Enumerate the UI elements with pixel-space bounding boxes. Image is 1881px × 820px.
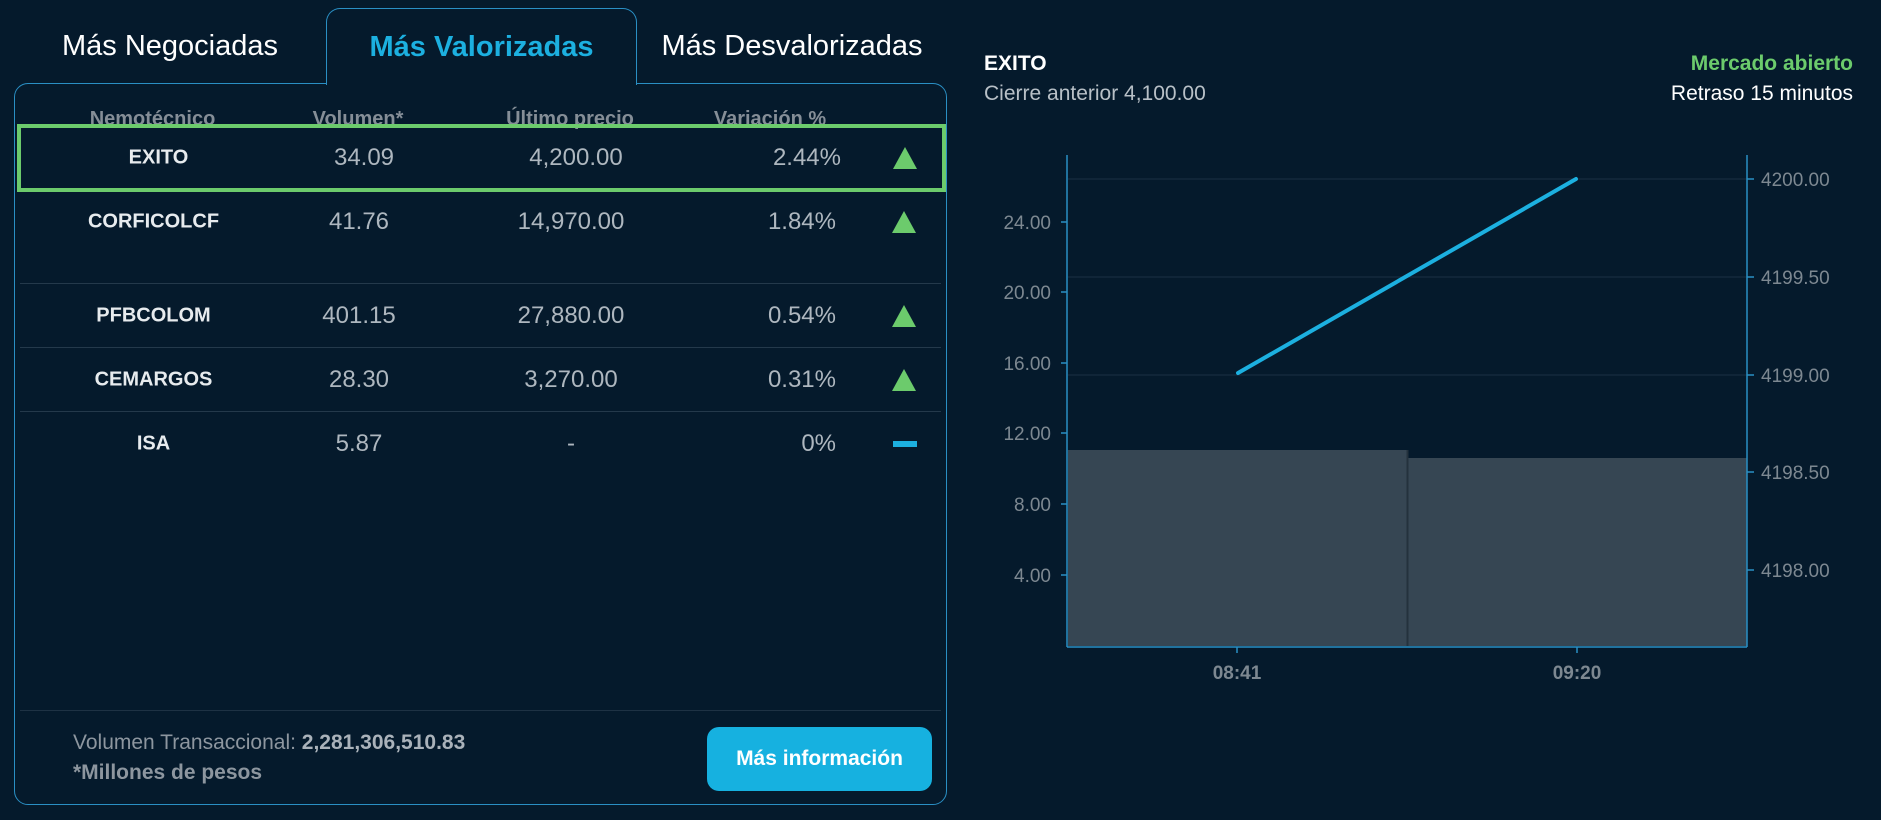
price-cell: - <box>567 430 575 457</box>
arrow-up-icon <box>892 211 916 233</box>
right-tick-4199-50: 4199.50 <box>1761 268 1830 289</box>
price-cell: 27,880.00 <box>517 302 625 329</box>
volume-cell: 34.09 <box>333 144 395 171</box>
right-tick-4200: 4200.00 <box>1761 170 1830 191</box>
row-divider <box>20 411 941 412</box>
left-axis: 24.00 20.00 16.00 12.00 8.00 4.00 <box>1003 155 1068 647</box>
left-tick-24: 24.00 <box>1003 213 1051 234</box>
tab-mas-negociadas[interactable]: Más Negociadas <box>62 29 278 62</box>
no-change-dash-icon <box>893 441 917 447</box>
symbol-cell: CEMARGOS <box>94 368 213 391</box>
symbol-cell: PFBCOLOM <box>96 304 211 327</box>
right-axis: 4200.00 4199.50 4199.00 4198.50 4198.00 <box>1746 155 1830 647</box>
variation-cell: 0.31% <box>767 366 836 393</box>
more-info-button[interactable]: Más información <box>707 727 932 791</box>
active-tab-connector <box>327 82 636 86</box>
arrow-up-icon <box>892 305 916 327</box>
left-tick-8: 8.00 <box>1014 495 1051 516</box>
tab-bar: Más Negociadas Más Valorizadas Más Desva… <box>0 0 960 85</box>
table-row[interactable]: CORFICOLCF 41.76 14,970.00 1.84% <box>16 190 945 254</box>
x-tick-0920: 09:20 <box>1553 663 1602 684</box>
units-note: *Millones de pesos <box>73 761 263 784</box>
right-tick-4198-50: 4198.50 <box>1761 463 1830 484</box>
left-tick-4: 4.00 <box>1014 566 1051 587</box>
left-tick-16: 16.00 <box>1003 354 1051 375</box>
transaction-volume: Volumen Transaccional: 2,281,306,510.83 <box>73 731 465 755</box>
table-row[interactable]: PFBCOLOM 401.15 27,880.00 0.54% <box>16 284 945 348</box>
table-row-selected[interactable]: EXITO 34.09 4,200.00 2.44% <box>17 124 946 192</box>
arrow-up-icon <box>892 369 916 391</box>
x-tick-0841: 08:41 <box>1213 663 1262 684</box>
symbol-cell: ISA <box>136 432 171 455</box>
left-tick-20: 20.00 <box>1003 283 1051 304</box>
footer-divider <box>20 710 941 711</box>
volume-cell: 28.30 <box>328 366 390 393</box>
table-row[interactable]: CEMARGOS 28.30 3,270.00 0.31% <box>16 348 945 412</box>
variation-cell: 0% <box>801 430 836 457</box>
volume-cell: 401.15 <box>322 302 396 329</box>
volume-bar-0920[interactable] <box>1408 458 1747 646</box>
stocks-table-panel: Nemotécnico Volumen* Último precio Varia… <box>14 83 947 805</box>
price-volume-chart[interactable]: 24.00 20.00 16.00 12.00 8.00 4.00 4200.0… <box>960 130 1881 690</box>
market-status-badge: Mercado abierto <box>1690 52 1853 75</box>
delay-notice: Retraso 15 minutos <box>1670 82 1853 105</box>
volume-cell: 5.87 <box>335 430 383 457</box>
right-tick-4199: 4199.00 <box>1761 366 1830 387</box>
price-cell: 3,270.00 <box>524 366 618 393</box>
arrow-up-icon <box>893 147 917 169</box>
previous-close: Cierre anterior 4,100.00 <box>984 82 1206 105</box>
price-cell: 14,970.00 <box>517 208 625 235</box>
variation-cell: 0.54% <box>767 302 836 329</box>
transaction-volume-label: Volumen Transaccional: <box>73 731 302 754</box>
volume-cell: 41.76 <box>328 208 390 235</box>
volume-bar-0841[interactable] <box>1068 450 1407 646</box>
volume-bars <box>1068 450 1747 646</box>
symbol-cell: CORFICOLCF <box>87 210 220 233</box>
tab-mas-valorizadas[interactable]: Más Valorizadas <box>326 8 637 85</box>
price-cell: 4,200.00 <box>529 144 623 171</box>
row-divider <box>20 283 941 284</box>
row-divider <box>20 347 941 348</box>
price-line[interactable] <box>1236 177 1578 375</box>
variation-cell: 2.44% <box>772 144 841 171</box>
tab-mas-desvalorizadas[interactable]: Más Desvalorizadas <box>661 29 923 62</box>
transaction-volume-value: 2,281,306,510.83 <box>301 731 466 754</box>
chart-symbol-title: EXITO <box>984 52 1047 75</box>
variation-cell: 1.84% <box>767 208 836 235</box>
x-axis: 08:41 09:20 <box>1067 646 1747 684</box>
table-row[interactable]: ISA 5.87 - 0% <box>16 412 945 476</box>
symbol-cell: EXITO <box>128 146 189 169</box>
left-tick-12: 12.00 <box>1003 424 1051 445</box>
right-tick-4198: 4198.00 <box>1761 561 1830 582</box>
